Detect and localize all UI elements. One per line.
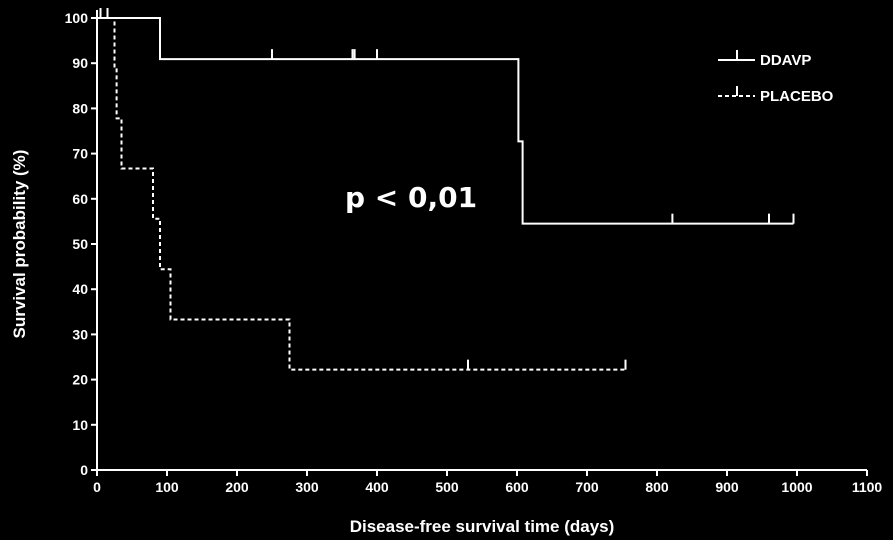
legend-item-ddavp: DDAVP <box>718 50 811 69</box>
y-tick-label: 30 <box>72 326 88 342</box>
x-tick-label: 1100 <box>852 479 883 495</box>
y-axis-title: Survival probability (%) <box>10 150 29 339</box>
series-line-placebo <box>97 17 626 371</box>
y-tick-label: 80 <box>72 100 88 116</box>
y-tick-label: 40 <box>72 281 88 297</box>
x-tick-label: 0 <box>93 479 101 495</box>
x-tick-label: 1000 <box>781 479 812 495</box>
x-tick-label: 300 <box>295 479 319 495</box>
x-tick-label: 400 <box>365 479 389 495</box>
p-value-annotation: p < 0,01 <box>345 181 477 214</box>
legend: DDAVP PLACEBO <box>718 50 834 105</box>
y-tick-label: 100 <box>65 10 89 26</box>
y-tick-label: 10 <box>72 417 88 433</box>
legend-label-placebo: PLACEBO <box>760 88 834 105</box>
x-tick-label: 900 <box>715 479 739 495</box>
x-tick-label: 200 <box>225 479 249 495</box>
x-axis-title: Disease-free survival time (days) <box>350 517 615 536</box>
plot-area <box>97 8 795 371</box>
y-tick-label: 50 <box>72 236 88 252</box>
y-tick-label: 70 <box>72 146 88 162</box>
y-tick-label: 0 <box>80 462 88 478</box>
x-tick-label: 600 <box>505 479 529 495</box>
x-tick-label: 800 <box>645 479 669 495</box>
y-tick-label: 60 <box>72 191 88 207</box>
x-tick-label: 700 <box>575 479 599 495</box>
series-line-ddavp <box>97 17 794 225</box>
legend-label-ddavp: DDAVP <box>760 52 811 69</box>
y-tick-label: 20 <box>72 372 88 388</box>
legend-item-placebo: PLACEBO <box>718 86 834 105</box>
x-tick-label: 100 <box>155 479 179 495</box>
x-tick-label: 500 <box>435 479 459 495</box>
y-tick-label: 90 <box>72 55 88 71</box>
